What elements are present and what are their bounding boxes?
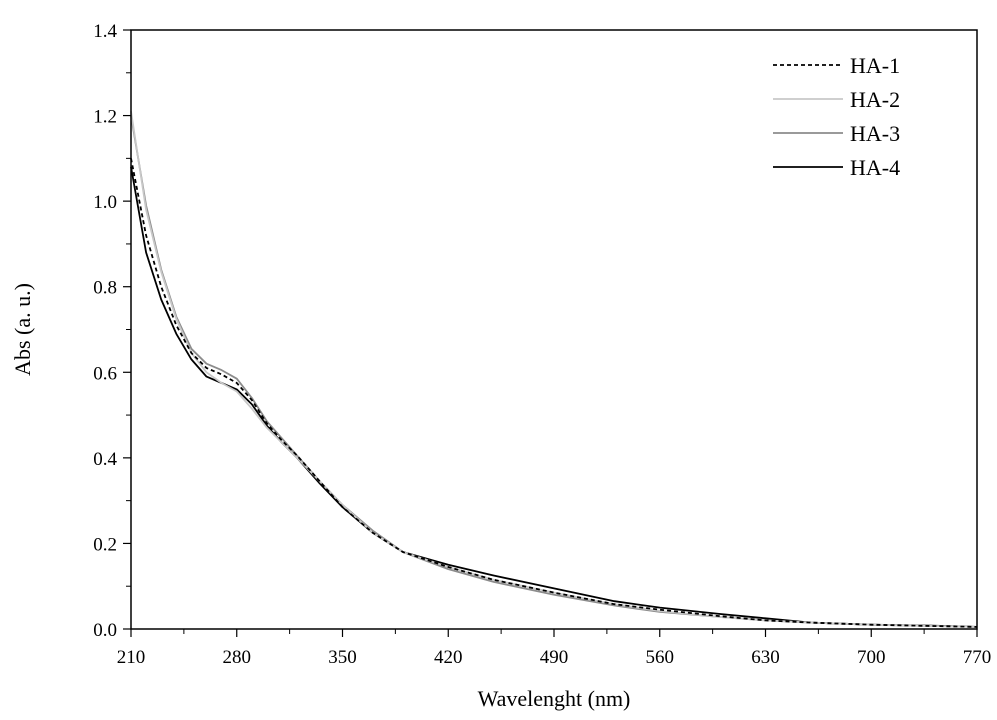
series-line-ha-2 — [130, 111, 978, 628]
x-tick-label: 700 — [857, 647, 886, 668]
x-tick-label: 420 — [434, 647, 463, 668]
legend-label-ha-4: HA-4 — [850, 155, 900, 180]
legend-label-ha-3: HA-3 — [850, 121, 900, 146]
x-tick-label: 210 — [117, 647, 146, 668]
x-tick-label: 560 — [646, 647, 675, 668]
x-tick-label: 630 — [751, 647, 780, 668]
y-tick-label: 1.0 — [93, 192, 117, 213]
legend-label-ha-1: HA-1 — [850, 53, 900, 78]
y-tick-label: 0.4 — [93, 449, 117, 470]
y-tick-label: 1.2 — [93, 107, 117, 128]
y-tick-label: 0.8 — [93, 278, 117, 299]
y-tick-label: 1.4 — [93, 21, 117, 42]
y-tick-labels: 0.0 0.2 0.4 0.6 0.8 1.0 1.2 1.4 — [93, 21, 117, 641]
series-line-ha-4 — [130, 166, 978, 628]
plot-frame — [130, 29, 978, 630]
axis-ticks — [123, 29, 978, 637]
x-tick-label: 490 — [540, 647, 569, 668]
series-line-ha-3 — [130, 115, 978, 628]
series-line-ha-1 — [130, 158, 978, 628]
legend-label-ha-2: HA-2 — [850, 87, 900, 112]
x-tick-labels: 210 280 350 420 490 560 630 700 770 — [117, 647, 992, 668]
y-axis-label: Abs (a. u.) — [10, 283, 35, 376]
y-tick-label: 0.2 — [93, 534, 117, 555]
y-tick-label: 0.6 — [93, 363, 117, 384]
x-axis-label: Wavelenght (nm) — [478, 686, 631, 711]
x-tick-label: 770 — [963, 647, 992, 668]
series-lines — [130, 111, 978, 628]
x-tick-label: 280 — [223, 647, 252, 668]
legend: HA-1 HA-2 HA-3 HA-4 — [773, 53, 900, 180]
x-tick-label: 350 — [328, 647, 357, 668]
y-tick-label: 0.0 — [93, 620, 117, 641]
